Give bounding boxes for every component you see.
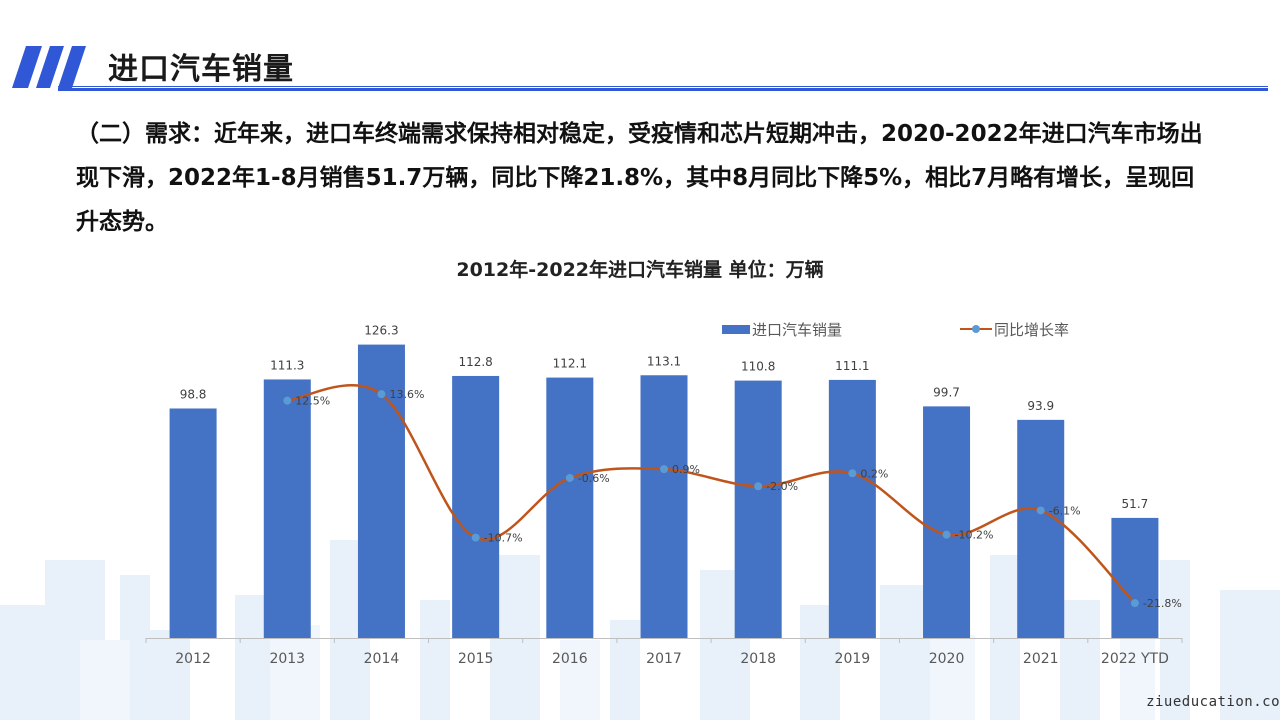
bar-2020 bbox=[923, 406, 971, 638]
legend-label-growth: 同比增长率 bbox=[994, 320, 1070, 339]
x-tick-label: 2022 YTD bbox=[1101, 651, 1169, 667]
chart-title: 2012年-2022年进口汽车销量 单位：万辆 bbox=[456, 259, 824, 281]
growth-point-2014 bbox=[377, 390, 386, 399]
x-tick-label: 2012 bbox=[175, 651, 211, 667]
growth-value-label: 0.2% bbox=[860, 467, 888, 480]
bar-value-label: 93.9 bbox=[1027, 399, 1054, 413]
legend-item-growth: 同比增长率 bbox=[960, 318, 1069, 340]
growth-value-label: -2.0% bbox=[766, 480, 798, 493]
growth-rate-line bbox=[287, 384, 1136, 605]
bar-value-label: 98.8 bbox=[180, 387, 207, 401]
growth-point-2016 bbox=[565, 473, 574, 482]
growth-value-label: 12.5% bbox=[295, 395, 330, 408]
bar-2016 bbox=[546, 377, 594, 638]
slide-body-text: （二）需求：近年来，进口车终端需求保持相对稳定，受疫情和芯片短期冲击，2020-… bbox=[76, 121, 1203, 235]
legend-label-sales: 进口汽车销量 bbox=[752, 320, 843, 339]
bar-value-label: 110.8 bbox=[741, 360, 775, 374]
growth-value-label: -10.2% bbox=[955, 529, 994, 542]
bar-value-label: 111.3 bbox=[270, 358, 304, 372]
x-tick-label: 2015 bbox=[458, 651, 494, 667]
growth-point-2019 bbox=[848, 469, 857, 478]
slide-header: 进口汽车销量 bbox=[0, 0, 1280, 100]
bar-2013 bbox=[263, 379, 311, 638]
growth-point-2015 bbox=[471, 533, 480, 542]
growth-value-label: -21.8% bbox=[1143, 597, 1182, 610]
bar-value-label: 51.7 bbox=[1122, 497, 1149, 511]
x-tick-label: 2014 bbox=[364, 651, 400, 667]
growth-value-label: 0.9% bbox=[672, 463, 700, 476]
slide-title: 进口汽车销量 bbox=[108, 52, 294, 87]
x-tick-label: 2016 bbox=[552, 651, 588, 667]
legend-line-swatch bbox=[960, 323, 992, 335]
growth-point-2018 bbox=[754, 482, 763, 491]
growth-value-label: -0.6% bbox=[578, 472, 610, 485]
bar-2022 YTD bbox=[1111, 517, 1159, 638]
bar-2018 bbox=[734, 380, 782, 638]
bar-value-label: 112.1 bbox=[553, 357, 587, 371]
bar-value-label: 112.8 bbox=[458, 355, 492, 369]
x-tick-label: 2017 bbox=[646, 651, 682, 667]
x-tick-label: 2019 bbox=[835, 651, 871, 667]
header-divider bbox=[58, 86, 1268, 91]
header-stripes-icon bbox=[12, 46, 86, 88]
growth-value-label: -10.7% bbox=[484, 532, 523, 545]
x-tick-label: 2013 bbox=[269, 651, 305, 667]
bar-value-label: 99.7 bbox=[933, 385, 960, 399]
growth-point-2022 YTD bbox=[1130, 599, 1139, 608]
legend-item-sales: 进口汽车销量 bbox=[722, 318, 842, 340]
growth-point-2017 bbox=[660, 465, 668, 474]
growth-point-2021 bbox=[1036, 506, 1045, 515]
legend-bar-swatch bbox=[722, 324, 750, 334]
bar-2015 bbox=[452, 375, 500, 638]
growth-point-2020 bbox=[942, 530, 951, 539]
x-tick-label: 2020 bbox=[929, 651, 965, 667]
bar-value-label: 113.1 bbox=[647, 354, 681, 368]
chart-legend: 进口汽车销量 同比增长率 bbox=[0, 318, 1280, 342]
bar-value-label: 111.1 bbox=[835, 359, 869, 373]
bar-value-label: 126.3 bbox=[364, 324, 398, 338]
growth-value-label: -6.1% bbox=[1049, 504, 1081, 517]
bar-2021 bbox=[1017, 419, 1065, 638]
growth-value-label: 13.6% bbox=[389, 388, 424, 401]
bar-2017 bbox=[640, 375, 688, 638]
x-tick-label: 2021 bbox=[1023, 651, 1059, 667]
growth-point-2013 bbox=[283, 396, 292, 405]
bar-2019 bbox=[828, 379, 876, 638]
x-tick-label: 2018 bbox=[740, 651, 776, 667]
bar-2012 bbox=[169, 408, 217, 638]
watermark: ziueducation.co bbox=[1146, 694, 1280, 710]
